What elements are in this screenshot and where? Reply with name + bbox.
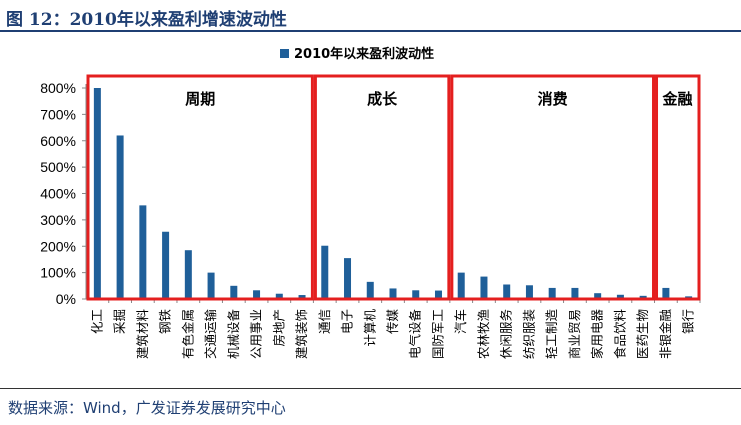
category-label: 建筑装饰 [294,309,309,359]
bar [139,205,147,299]
bar [389,288,397,299]
bar [116,135,124,299]
category-label: 电子 [340,309,355,334]
bar [616,294,624,299]
figure-title-bar: 图 12：2010年以来盈利增速波动性 [0,0,741,30]
group-box [86,74,314,301]
bar [525,285,533,299]
category-label: 非银金融 [658,309,673,360]
bar [480,276,488,299]
y-tick-label: 0% [56,291,76,307]
y-tick-label: 700% [40,106,76,122]
legend-label: 2010年以来盈利波动性 [294,46,434,62]
bar [275,293,283,299]
group-label: 成长 [367,90,398,108]
y-tick-label: 100% [40,265,76,281]
category-label: 银行 [681,309,696,334]
group-box [450,74,656,301]
y-tick-label: 800% [40,80,76,96]
bar [571,287,579,299]
bar [548,287,556,299]
bar [344,258,352,299]
volatility-bar-chart: 2010年以来盈利波动性 0% 100% 200% 300% 400% 500% 600% 70… [40,46,701,360]
category-label: 钢铁 [158,309,173,335]
category-label: 计算机 [362,309,377,347]
legend-swatch [280,49,289,58]
bar [457,272,465,299]
bar [321,245,329,299]
bar [207,272,215,299]
category-label: 交通运输 [203,309,218,360]
bar [298,295,306,299]
figure-title: 图 12：2010年以来盈利增速波动性 [6,10,287,30]
category-label: 休闲服务 [499,309,514,359]
bar [662,287,670,299]
category-label: 汽车 [453,309,468,334]
y-tick-label: 400% [40,186,76,202]
category-label: 公用事业 [249,309,264,359]
group-box [313,74,451,301]
bar [253,290,261,299]
group-label: 金融 [662,90,693,108]
category-label: 建筑材料 [135,309,150,360]
source-note: 数据来源：Wind，广发证券发展研究中心 [8,399,286,417]
bar [230,285,238,299]
category-label: 食品饮料 [612,309,627,360]
bar [594,293,602,299]
category-label: 农林牧渔 [476,309,491,359]
y-tick-label: 300% [40,212,76,228]
y-tick-label: 600% [40,133,76,149]
category-label: 国防军工 [430,309,445,359]
y-tick-label: 500% [40,159,76,175]
category-label: 采掘 [112,309,127,334]
bar [639,295,647,299]
source-divider [0,388,741,389]
category-label: 家用电器 [590,309,605,360]
bar [93,88,101,299]
bar [434,290,442,299]
category-label: 通信 [317,309,332,334]
bar [503,284,511,299]
category-label: 有色金属 [180,309,195,359]
bar [366,281,374,299]
category-label: 电气设备 [408,309,423,360]
category-label: 轻工制造 [544,309,559,360]
group-label: 消费 [538,90,568,108]
category-label: 纺织服装 [521,309,536,359]
category-label: 化工 [89,309,104,334]
group-label: 周期 [185,90,215,108]
category-label: 房地产 [271,309,286,347]
category-label: 机械设备 [226,309,241,360]
title-divider [0,30,741,32]
group-box [655,74,701,301]
category-label: 医药生物 [635,309,650,359]
y-tick-label: 200% [40,238,76,254]
bar [184,250,192,299]
category-label: 传媒 [385,309,400,335]
bar [412,290,420,299]
category-label: 商业贸易 [567,309,582,359]
bar [162,231,170,299]
